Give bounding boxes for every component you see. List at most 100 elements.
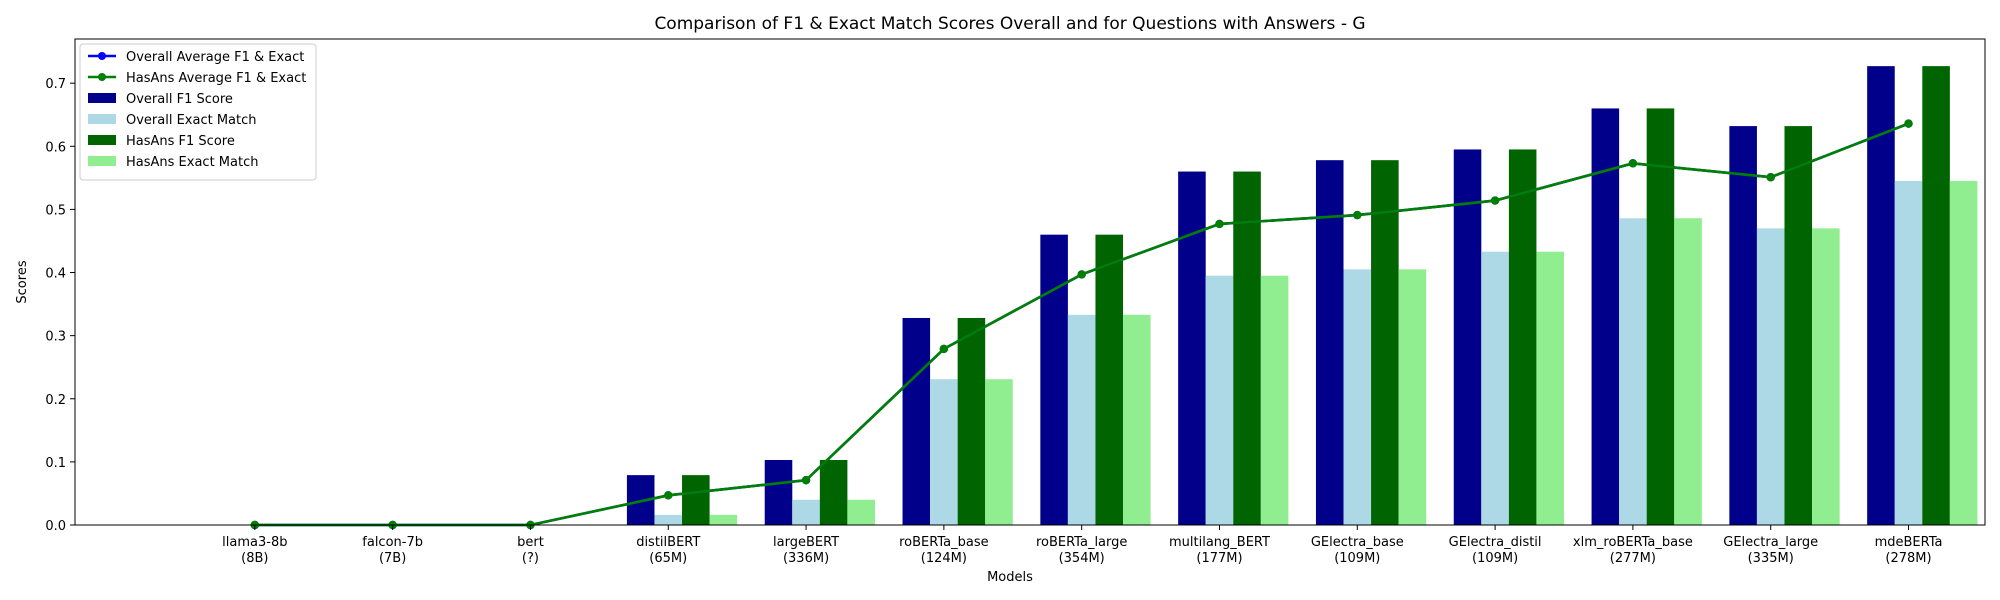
x-tick-label-name: GElectra_base bbox=[1311, 535, 1404, 550]
bar-hasans-exact-match-8 bbox=[1398, 269, 1427, 525]
y-tick-label: 0.5 bbox=[45, 203, 66, 218]
bar-overall-exact-match-3 bbox=[654, 514, 683, 525]
bar-hasans-exact-match-6 bbox=[1123, 314, 1151, 525]
point-hasans-average-f1-exact-12 bbox=[1904, 119, 1913, 128]
legend-marker-hasans-average-f1-exact bbox=[98, 73, 106, 81]
y-tick-label: 0.2 bbox=[45, 393, 66, 408]
bar-hasans-exact-match-7 bbox=[1260, 275, 1289, 525]
bar-hasans-exact-match-10 bbox=[1674, 218, 1702, 525]
point-hasans-average-f1-exact-10 bbox=[1628, 159, 1638, 168]
x-axis: llama3-8b(8B) falcon-7b(7B) bert(?) distilB… bbox=[222, 525, 1942, 566]
x-tick-label-size: (277M) bbox=[1610, 551, 1656, 566]
legend-swatch-overall-f1-score bbox=[88, 93, 116, 103]
x-tick-label-name: GElectra_large bbox=[1723, 535, 1818, 550]
bar-hasans-f1-score-7 bbox=[1233, 171, 1261, 525]
x-tick-label-name: llama3-8b bbox=[222, 535, 287, 550]
x-tick-label-size: (335M) bbox=[1748, 551, 1794, 566]
point-hasans-average-f1-exact-8 bbox=[1353, 210, 1362, 220]
bar-overall-f1-score-11 bbox=[1729, 126, 1757, 526]
bar-hasans-exact-match-5 bbox=[985, 379, 1013, 525]
legend-box bbox=[79, 43, 317, 181]
point-hasans-average-f1-exact-3 bbox=[664, 491, 673, 500]
bar-hasans-exact-match-4 bbox=[847, 499, 875, 525]
x-tick-label-name: multilang_BERT bbox=[1169, 535, 1270, 550]
y-tick-label: 0.4 bbox=[45, 267, 66, 282]
bar-hasans-exact-match-9 bbox=[1536, 251, 1565, 525]
x-tick-label-name: falcon-7b bbox=[362, 535, 423, 550]
x-tick-label-name: distilBERT bbox=[636, 535, 700, 550]
bar-overall-f1-score-8 bbox=[1315, 160, 1344, 525]
x-tick-label-size: (65M) bbox=[649, 551, 687, 566]
x-tick-label-name: mdeBERTa bbox=[1875, 535, 1943, 550]
legend: Overall Average F1 & Exact HasAns Average… bbox=[79, 43, 317, 181]
bar-overall-f1-score-5 bbox=[902, 317, 931, 525]
bar-overall-f1-score-4 bbox=[764, 459, 793, 525]
bar-hasans-exact-match-11 bbox=[1812, 228, 1840, 525]
bar-overall-exact-match-7 bbox=[1205, 275, 1234, 525]
x-tick-label-name: xlm_roBERTa_base bbox=[1573, 535, 1693, 550]
bar-hasans-f1-score-12 bbox=[1922, 66, 1950, 525]
y-tick-label: 0.1 bbox=[45, 456, 66, 471]
point-hasans-average-f1-exact-6 bbox=[1077, 270, 1086, 279]
point-hasans-average-f1-exact-11 bbox=[1766, 173, 1775, 182]
bar-overall-f1-score-12 bbox=[1867, 66, 1895, 525]
bar-hasans-exact-match-3 bbox=[709, 514, 738, 525]
bar-hasans-exact-match-12 bbox=[1949, 181, 1978, 525]
x-tick-label-name: GElectra_distil bbox=[1449, 535, 1542, 550]
legend-swatch-hasans-exact-match bbox=[88, 156, 116, 166]
y-tick-label: 0.6 bbox=[45, 140, 66, 155]
legend-swatch-hasans-f1-score bbox=[88, 135, 116, 145]
bar-overall-exact-match-10 bbox=[1619, 218, 1647, 525]
y-axis-label: Scores bbox=[15, 260, 30, 303]
legend-label-overall-average-f1-exact: Overall Average F1 & Exact bbox=[126, 50, 304, 65]
bar-overall-exact-match-8 bbox=[1343, 269, 1372, 525]
x-tick-label-name: roBERTa_large bbox=[1036, 535, 1127, 550]
bar-overall-exact-match-6 bbox=[1067, 314, 1096, 525]
x-tick-label-size: (124M) bbox=[921, 551, 967, 566]
x-tick-label-size: (?) bbox=[522, 551, 539, 566]
legend-label-hasans-f1-score: HasAns F1 Score bbox=[126, 134, 235, 149]
y-tick-label: 0.0 bbox=[45, 519, 66, 534]
legend-marker-overall-average-f1-exact bbox=[98, 52, 106, 60]
legend-label-overall-f1-score: Overall F1 Score bbox=[126, 92, 233, 107]
bar-overall-f1-score-9 bbox=[1453, 149, 1482, 526]
legend-label-hasans-exact-match: HasAns Exact Match bbox=[126, 155, 258, 170]
bar-hasans-f1-score-4 bbox=[819, 459, 848, 525]
x-tick-label-size: (336M) bbox=[783, 551, 829, 566]
x-tick-label-size: (7B) bbox=[379, 551, 406, 566]
y-tick-label: 0.3 bbox=[45, 330, 66, 345]
x-tick-label-name: roBERTa_base bbox=[899, 535, 988, 550]
legend-label-hasans-average-f1-exact: HasAns Average F1 & Exact bbox=[126, 71, 306, 86]
bar-hasans-f1-score-5 bbox=[957, 317, 986, 525]
x-tick-label-size: (109M) bbox=[1334, 551, 1380, 566]
x-axis-label: Models bbox=[987, 570, 1033, 585]
bar-overall-f1-score-6 bbox=[1040, 234, 1068, 525]
bar-hasans-f1-score-11 bbox=[1784, 126, 1813, 526]
point-hasans-average-f1-exact-7 bbox=[1215, 219, 1224, 229]
bar-overall-f1-score-7 bbox=[1178, 171, 1206, 525]
point-hasans-average-f1-exact-9 bbox=[1490, 196, 1500, 205]
bar-overall-exact-match-9 bbox=[1481, 251, 1509, 525]
x-tick-label-size: (354M) bbox=[1059, 551, 1105, 566]
x-tick-label-size: (109M) bbox=[1472, 551, 1518, 566]
legend-label-overall-exact-match: Overall Exact Match bbox=[126, 113, 257, 128]
bar-overall-exact-match-4 bbox=[792, 499, 820, 525]
bar-overall-exact-match-11 bbox=[1756, 228, 1785, 525]
x-tick-label-name: bert bbox=[517, 535, 544, 550]
bar-hasans-f1-score-3 bbox=[682, 475, 710, 525]
bar-overall-f1-score-10 bbox=[1591, 108, 1620, 525]
y-tick-label: 0.7 bbox=[45, 77, 66, 92]
x-tick-label-size: (177M) bbox=[1196, 551, 1242, 566]
bar-hasans-f1-score-8 bbox=[1371, 160, 1399, 525]
legend-swatch-overall-exact-match bbox=[88, 114, 116, 124]
plot-frame bbox=[74, 38, 1986, 526]
point-hasans-average-f1-exact-5 bbox=[939, 344, 949, 354]
bar-hasans-f1-score-6 bbox=[1095, 234, 1124, 525]
point-hasans-average-f1-exact-4 bbox=[801, 475, 811, 485]
x-tick-label-name: largeBERT bbox=[773, 535, 839, 550]
chart-title: Comparison of F1 & Exact Match Scores Ov… bbox=[654, 14, 1365, 34]
x-tick-label-size: (8B) bbox=[241, 551, 268, 566]
x-tick-label-size: (278M) bbox=[1885, 551, 1931, 566]
bar-overall-exact-match-12 bbox=[1894, 181, 1923, 525]
